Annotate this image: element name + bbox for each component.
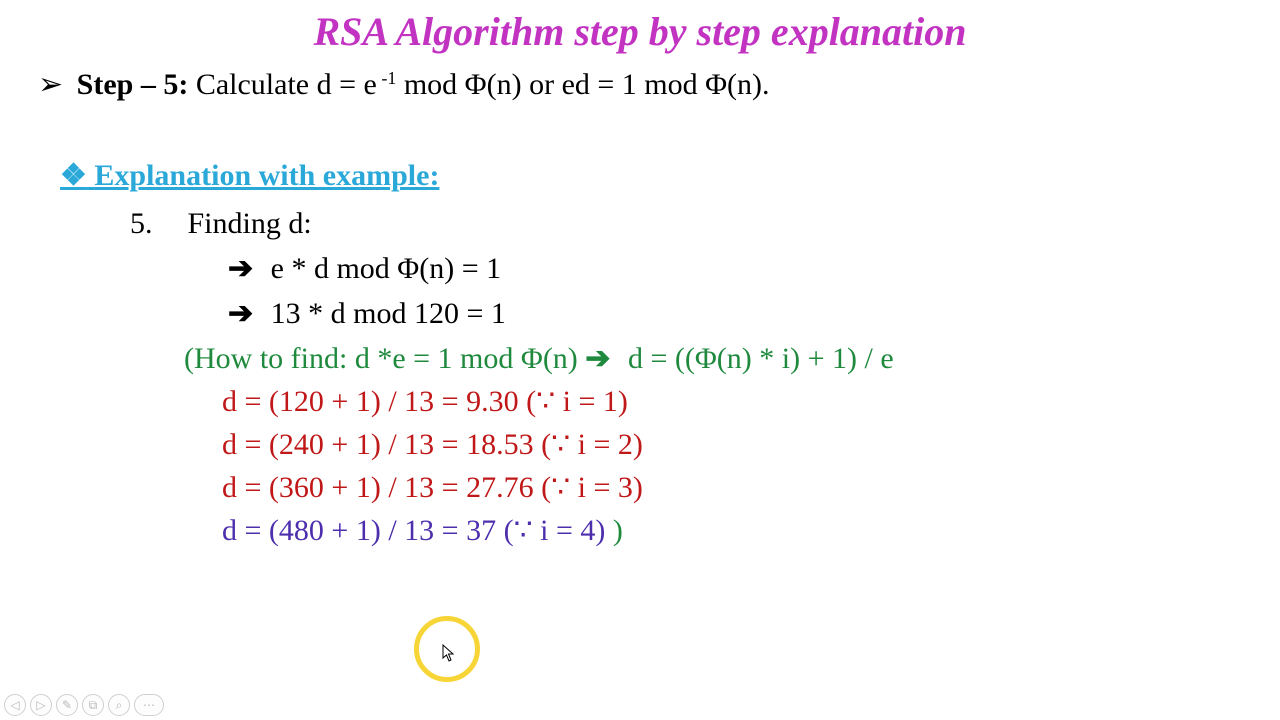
step-line: ➢ Step – 5: Calculate d = e -1 mod Φ(n) … <box>0 55 1280 102</box>
equation-2-text: 13 * d mod 120 = 1 <box>263 297 506 330</box>
equation-1: ➔ e * d mod Φ(n) = 1 <box>0 241 1280 286</box>
zoom-button[interactable]: ⌕ <box>108 694 130 716</box>
final-calc-line: d = (480 + 1) / 13 = 37 (∵ i = 4) ) <box>0 505 1280 548</box>
pen-tool-button[interactable]: ✎ <box>56 694 78 716</box>
step-label: Step – 5: <box>77 68 189 101</box>
angle-bullet-icon: ➢ <box>38 67 63 102</box>
finding-line: 5. Finding d: <box>0 193 1280 241</box>
calc-line: d = (240 + 1) / 13 = 18.53 (∵ i = 2) <box>0 419 1280 462</box>
highlight-ring-icon <box>414 616 480 682</box>
step-text-a: Calculate d = e <box>196 68 377 101</box>
cursor-icon <box>442 644 458 664</box>
equation-1-text: e * d mod Φ(n) = 1 <box>263 252 501 285</box>
more-options-button[interactable]: ⋯ <box>134 694 164 716</box>
list-number: 5. <box>130 207 180 241</box>
next-slide-button[interactable]: ▷ <box>30 694 52 716</box>
finding-label: Finding d: <box>188 207 312 240</box>
arrow-icon: ➔ <box>228 251 253 286</box>
section-heading-text: Explanation with example: <box>94 159 439 192</box>
final-close-paren: ) <box>605 514 623 547</box>
final-calc-text: d = (480 + 1) / 13 = 37 (∵ i = 4) <box>222 514 605 547</box>
prev-slide-button[interactable]: ◁ <box>4 694 26 716</box>
equation-2: ➔ 13 * d mod 120 = 1 <box>0 286 1280 331</box>
arrow-icon: ➔ <box>585 341 610 376</box>
section-heading: ❖ Explanation with example: <box>0 158 1280 193</box>
diamond-bullet-icon: ❖ <box>60 159 87 192</box>
howto-rest: d = ((Φ(n) * i) + 1) / e <box>620 342 893 375</box>
superscript: -1 <box>377 68 397 88</box>
page-title: RSA Algorithm step by step explanation <box>0 0 1280 55</box>
howto-open: (How to find: d *e = 1 mod Φ(n) <box>184 342 585 375</box>
arrow-icon: ➔ <box>228 296 253 331</box>
slides-view-button[interactable]: ⧉ <box>82 694 104 716</box>
calc-line: d = (360 + 1) / 13 = 27.76 (∵ i = 3) <box>0 462 1280 505</box>
presentation-toolbar: ◁ ▷ ✎ ⧉ ⌕ ⋯ <box>4 694 164 716</box>
step-text-b: mod Φ(n) or ed = 1 mod Φ(n). <box>396 68 769 101</box>
calc-line: d = (120 + 1) / 13 = 9.30 (∵ i = 1) <box>0 376 1280 419</box>
howto-line: (How to find: d *e = 1 mod Φ(n) ➔ d = ((… <box>0 331 1280 376</box>
